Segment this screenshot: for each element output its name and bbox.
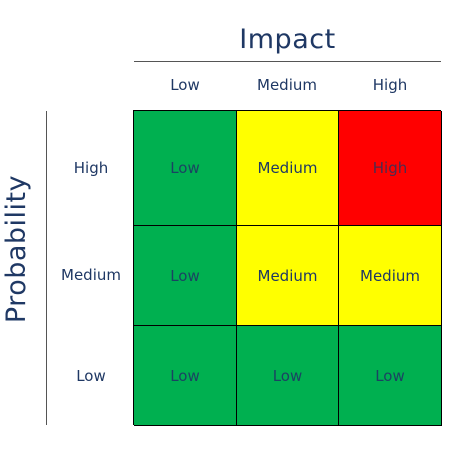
impact-axis-rule [134, 61, 441, 62]
cell-label: High [372, 159, 408, 177]
matrix-cell-high-medium: Medium [237, 111, 339, 226]
matrix-cell-low-high: Low [339, 326, 442, 426]
matrix-cell-low-low: Low [134, 326, 237, 426]
cell-label: Low [375, 366, 405, 385]
cell-label: Medium [257, 266, 318, 285]
probability-axis-title: Probability [1, 174, 32, 324]
column-label-high: High [372, 76, 408, 94]
column-label-medium: Medium [257, 76, 317, 94]
cell-label: Medium [257, 159, 318, 177]
matrix-cell-high-low: Low [134, 111, 237, 226]
matrix-cell-medium-medium: Medium [237, 226, 339, 326]
row-label-high: High [73, 159, 109, 177]
row-label-medium: Medium [61, 266, 121, 284]
row-label-low: Low [76, 367, 106, 385]
matrix-cell-high-high: High [339, 111, 442, 226]
risk-matrix-grid: Low Medium High Low Medium Medium Low Lo… [133, 110, 442, 426]
column-label-low: Low [170, 76, 200, 94]
probability-axis-rule [46, 111, 47, 425]
cell-label: Low [170, 366, 200, 385]
matrix-cell-low-medium: Low [237, 326, 339, 426]
cell-label: Low [170, 266, 200, 285]
cell-label: Low [272, 366, 303, 385]
impact-axis-title: Impact [239, 24, 336, 55]
cell-label: Medium [360, 266, 420, 285]
cell-label: Low [170, 159, 200, 177]
matrix-cell-medium-low: Low [134, 226, 237, 326]
matrix-cell-medium-high: Medium [339, 226, 442, 326]
